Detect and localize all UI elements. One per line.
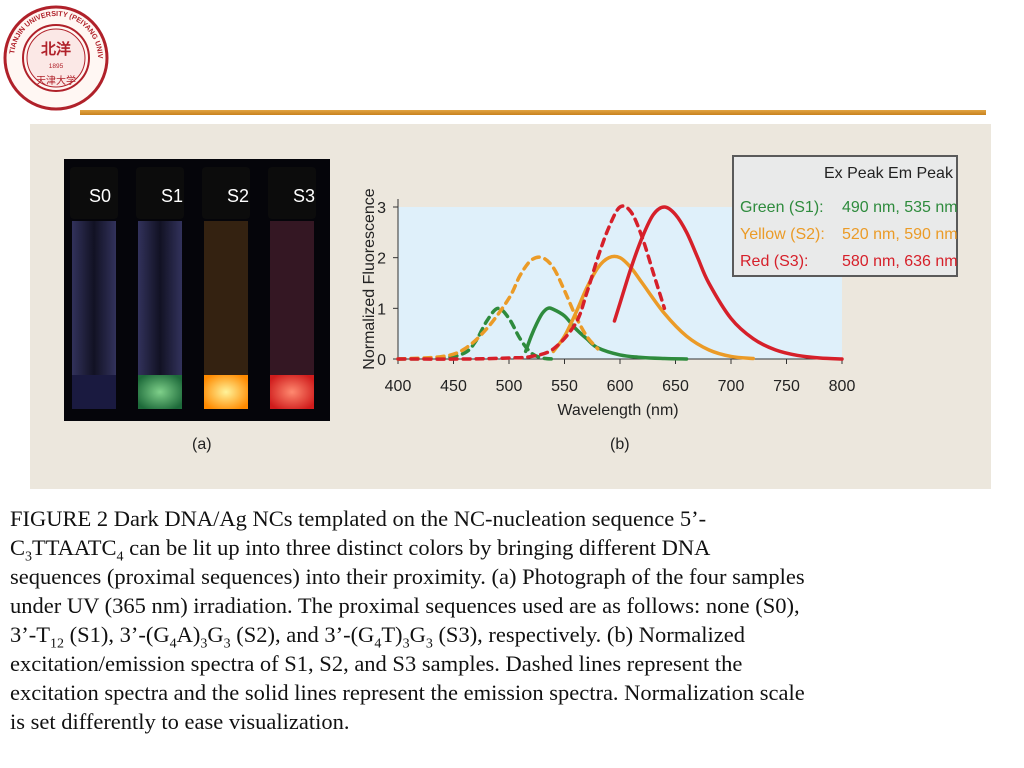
x-tick-label: 550 — [551, 378, 578, 395]
x-tick-label: 600 — [607, 378, 634, 395]
legend-values: 520 nm, 590 nm — [842, 226, 958, 243]
vial-cap — [136, 167, 184, 219]
caption-line: C3TTAATC4 can be lit up into three disti… — [10, 535, 711, 565]
vial-cap — [70, 167, 118, 219]
panel-label-b: (b) — [610, 436, 630, 453]
panel-label-a: (a) — [192, 436, 212, 453]
legend-header: Ex Peak Em Peak — [824, 165, 953, 182]
caption-line: excitation spectra and the solid lines r… — [10, 680, 805, 705]
legend-label: Red (S3): — [740, 253, 809, 270]
x-axis-label: Wavelength (nm) — [557, 402, 678, 419]
y-tick-label: 1 — [377, 301, 386, 318]
x-tick-label: 450 — [440, 378, 467, 395]
vial-photograph — [64, 159, 330, 421]
legend-values: 580 nm, 636 nm — [842, 253, 958, 270]
series-line-red-s3-excitation — [396, 204, 667, 361]
solution-s3 — [270, 375, 314, 409]
seal-year: 1895 — [49, 63, 64, 70]
vial-cap — [202, 167, 250, 219]
series-line-red-s3-emission — [612, 205, 844, 361]
x-tick-label: 650 — [662, 378, 689, 395]
legend-row-green: Green (S1): 490 nm, 535 nm — [740, 199, 958, 217]
y-tick-label: 0 — [377, 352, 386, 369]
university-seal-logo: TIANJIN UNIVERSITY (PEIYANG UNIVERSITY) … — [2, 4, 109, 111]
caption-line: excitation/emission spectra of S1, S2, a… — [10, 651, 743, 676]
seal-bottom-glyphs: 天津大学 — [36, 74, 76, 87]
legend-values: 490 nm, 535 nm — [842, 199, 958, 216]
legend-row-yellow: Yellow (S2): 520 nm, 590 nm — [740, 226, 958, 244]
caption-line: 3’-T12 (S1), 3’-(G4A)3G3 (S2), and 3’-(G… — [10, 622, 745, 652]
solution-s2 — [204, 375, 248, 409]
legend-label: Green (S1): — [740, 199, 824, 216]
y-axis-label: Normalized Fluorescence — [361, 188, 378, 370]
vial-label-s3: S3 — [292, 186, 316, 206]
caption-line: sequences (proximal sequences) into thei… — [10, 564, 805, 589]
seal-glyphs: 北洋 — [41, 40, 71, 58]
vial-label-s0: S0 — [88, 186, 112, 206]
x-tick-label: 800 — [829, 378, 856, 395]
caption-line: under UV (365 nm) irradiation. The proxi… — [10, 593, 800, 618]
legend-row-red: Red (S3): 580 nm, 636 nm — [740, 253, 958, 271]
vial-label-s2: S2 — [226, 186, 250, 206]
spectra-legend: Ex Peak Em Peak Green (S1): 490 nm, 535 … — [732, 155, 958, 277]
caption-line: FIGURE 2 Dark DNA/Ag NCs templated on th… — [10, 506, 707, 531]
x-tick-label: 400 — [385, 378, 412, 395]
vials-drawing — [70, 167, 316, 409]
header-divider — [80, 110, 986, 115]
vial-label-s1: S1 — [160, 186, 184, 206]
vial-cap — [268, 167, 316, 219]
x-tick-label: 750 — [773, 378, 800, 395]
x-tick-label: 700 — [718, 378, 745, 395]
y-tick-label: 3 — [377, 200, 386, 217]
x-tick-label: 500 — [496, 378, 523, 395]
solution-s1 — [138, 375, 182, 409]
caption-line: is set differently to ease visualization… — [10, 709, 350, 734]
figure-caption: FIGURE 2 Dark DNA/Ag NCs templated on th… — [10, 504, 1020, 736]
y-tick-label: 2 — [377, 251, 386, 268]
series-line-yellow-s2-emission — [551, 254, 755, 361]
solution-s0 — [72, 375, 116, 409]
legend-label: Yellow (S2): — [740, 226, 825, 243]
